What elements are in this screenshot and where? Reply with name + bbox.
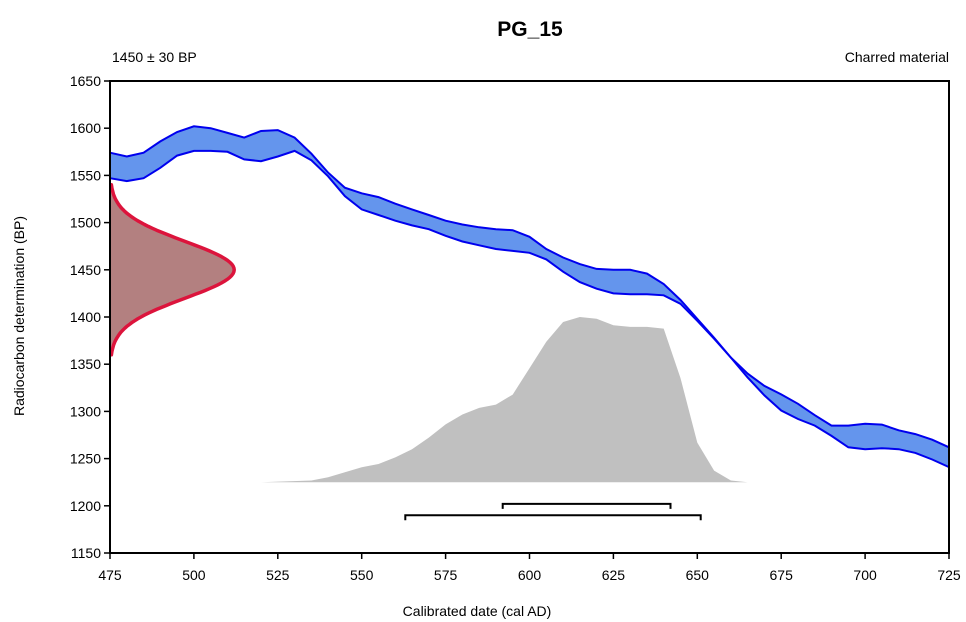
- x-axis: 475 500 525 550 575 600 625 650 675 700 725: [98, 553, 961, 583]
- y-tick-label: 1350: [70, 356, 101, 372]
- y-tick-label: 1400: [70, 309, 101, 325]
- x-tick-label: 575: [434, 567, 458, 583]
- material-label: Charred material: [845, 49, 949, 65]
- calibrated-probability-area: [110, 317, 949, 483]
- x-tick-label: 700: [853, 567, 877, 583]
- x-tick-label: 550: [350, 567, 374, 583]
- y-tick-label: 1150: [71, 545, 101, 561]
- x-axis-label: Calibrated date (cal AD): [403, 603, 552, 619]
- range-bar-1: [501, 502, 672, 509]
- calibration-upper-line: [109, 125, 950, 449]
- x-tick-label: 725: [937, 567, 961, 583]
- calibration-lower-line: [109, 149, 950, 469]
- plot-area: [109, 125, 950, 521]
- y-tick-label: 1500: [70, 215, 101, 231]
- y-tick-label: 1300: [70, 403, 101, 419]
- y-tick-label: 1550: [70, 167, 101, 183]
- calibration-band: [110, 126, 949, 468]
- y-tick-label: 1650: [70, 73, 101, 89]
- range-bar-2: [404, 514, 702, 521]
- chart-title: PG_15: [497, 18, 563, 41]
- x-tick-label: 600: [518, 567, 542, 583]
- x-tick-label: 475: [98, 567, 122, 583]
- measurement-distribution-fill: [110, 184, 235, 355]
- measurement-distribution-outline: [109, 183, 236, 357]
- y-tick-label: 1250: [70, 451, 101, 467]
- y-tick-label: 1600: [70, 120, 101, 136]
- measurement-label: 1450 ± 30 BP: [112, 49, 197, 65]
- y-tick-label: 1200: [70, 498, 101, 514]
- x-tick-label: 650: [686, 567, 710, 583]
- y-tick-label: 1450: [70, 262, 101, 278]
- y-axis-label: Radiocarbon determination (BP): [11, 216, 27, 416]
- x-tick-label: 525: [266, 567, 290, 583]
- x-tick-label: 500: [182, 567, 206, 583]
- y-axis: 1150 1200 1250 1300 1350 1400 1450 1500 1550 1600…: [70, 73, 110, 561]
- plot-frame: [109, 80, 950, 554]
- x-tick-label: 675: [770, 567, 794, 583]
- x-tick-label: 625: [602, 567, 626, 583]
